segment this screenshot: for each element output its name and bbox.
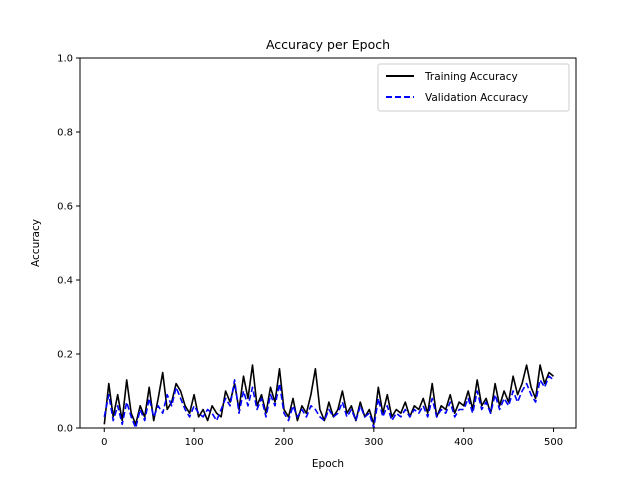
x-tick-label: 100 [185,437,204,448]
y-tick-label: 0.4 [57,276,73,287]
y-tick-label: 0.6 [57,202,73,213]
x-tick-label: 400 [454,437,473,448]
x-tick-label: 0 [101,437,107,448]
y-tick-label: 0.2 [57,350,73,361]
legend-box [377,63,570,112]
x-axis-ticks: 0 100 200 300 400 500 [101,428,563,448]
x-tick-label: 300 [364,437,383,448]
y-tick-label: 0.8 [57,128,73,139]
plot-frame [79,57,577,429]
y-axis-label: Accuracy [30,219,42,267]
x-tick-label: 200 [274,437,293,448]
series-line-1 [103,375,555,429]
x-tick-label: 500 [544,437,563,448]
y-tick-label: 0.0 [57,424,73,435]
legend: Training Accuracy Validation Accuracy [377,63,570,112]
legend-label-training: Training Accuracy [424,71,518,83]
y-axis-ticks: 0.0 0.2 0.4 0.6 0.8 1.0 [57,54,80,435]
chart-title: Accuracy per Epoch [266,37,390,52]
series-lines [103,364,555,429]
series-line-0 [103,364,555,426]
legend-label-validation: Validation Accuracy [425,92,528,104]
x-axis-label: Epoch [312,458,344,470]
y-tick-label: 1.0 [57,54,73,65]
